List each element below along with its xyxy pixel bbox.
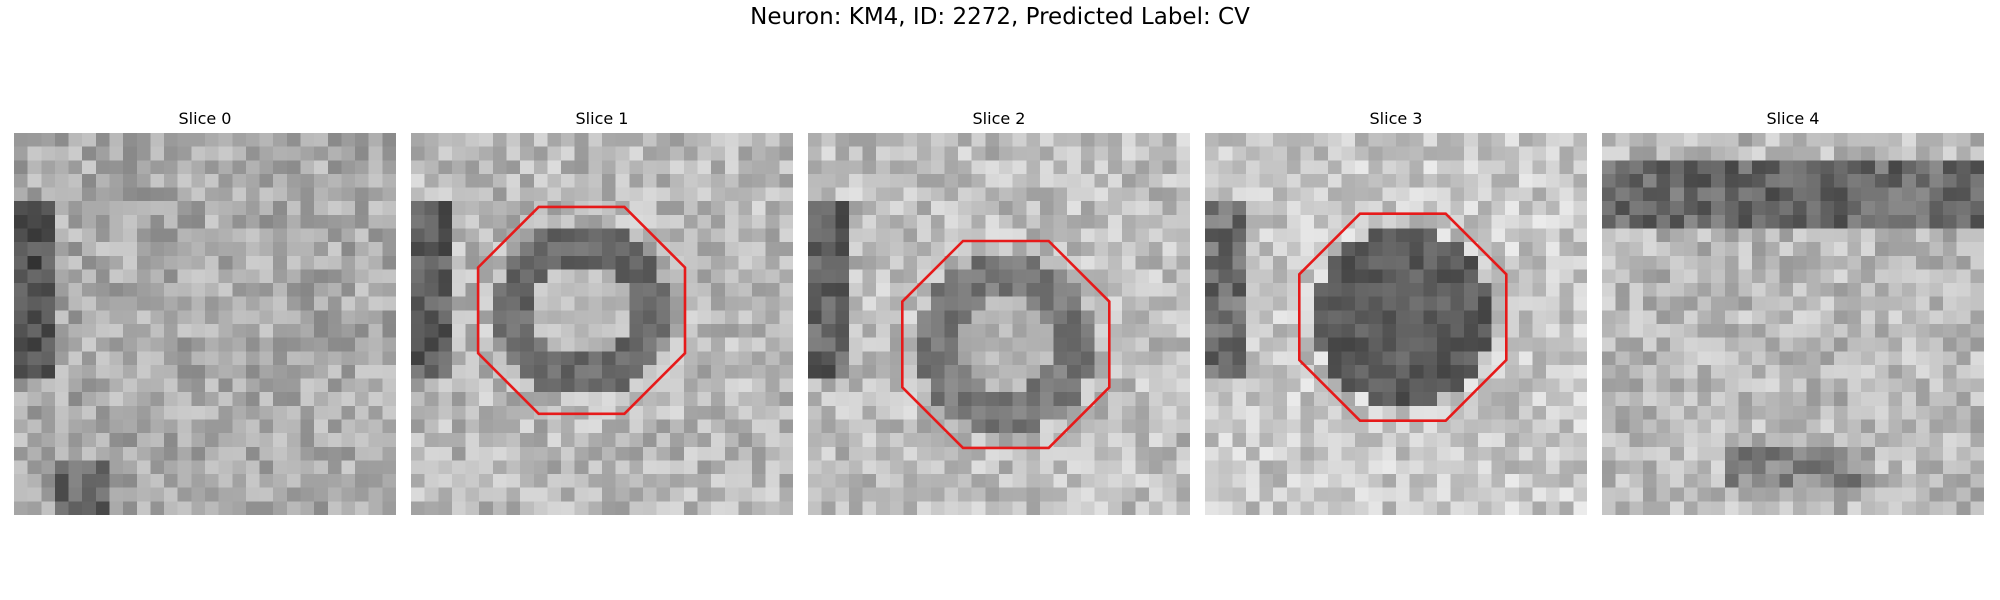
slice-title: Slice 1: [575, 109, 629, 128]
outline-layer: [1602, 133, 1984, 515]
slice-image: [14, 133, 396, 515]
slice-image-frame: [1602, 133, 1984, 515]
red-octagon-outline: [901, 239, 1111, 450]
slice-panel-3: Slice 3: [1205, 108, 1587, 515]
red-octagon-outline: [1298, 212, 1508, 423]
slice-panel-4: Slice 4: [1602, 108, 1984, 515]
slice-image-frame: [1205, 133, 1587, 515]
outline-layer: [476, 205, 687, 416]
slice-panel-2: Slice 2: [808, 108, 1190, 515]
red-octagon-outline: [476, 205, 687, 416]
figure-title: Neuron: KM4, ID: 2272, Predicted Label: …: [750, 4, 1250, 30]
slice-panel-1: Slice 1: [411, 108, 793, 515]
slice-title: Slice 3: [1369, 109, 1423, 128]
slice-title: Slice 0: [178, 109, 232, 128]
slice-image-frame: [411, 133, 793, 515]
outline-layer: [14, 133, 396, 515]
outline-layer: [901, 239, 1111, 450]
slice-title: Slice 4: [1766, 109, 1820, 128]
slice-image: [1602, 133, 1984, 515]
slice-image: [808, 133, 1190, 515]
slice-panel-0: Slice 0: [14, 108, 396, 515]
outline-layer: [1298, 212, 1508, 423]
slice-image: [1205, 133, 1587, 515]
slice-image-frame: [808, 133, 1190, 515]
slice-title: Slice 2: [972, 109, 1026, 128]
slice-image-frame: [14, 133, 396, 515]
slice-image: [411, 133, 793, 515]
